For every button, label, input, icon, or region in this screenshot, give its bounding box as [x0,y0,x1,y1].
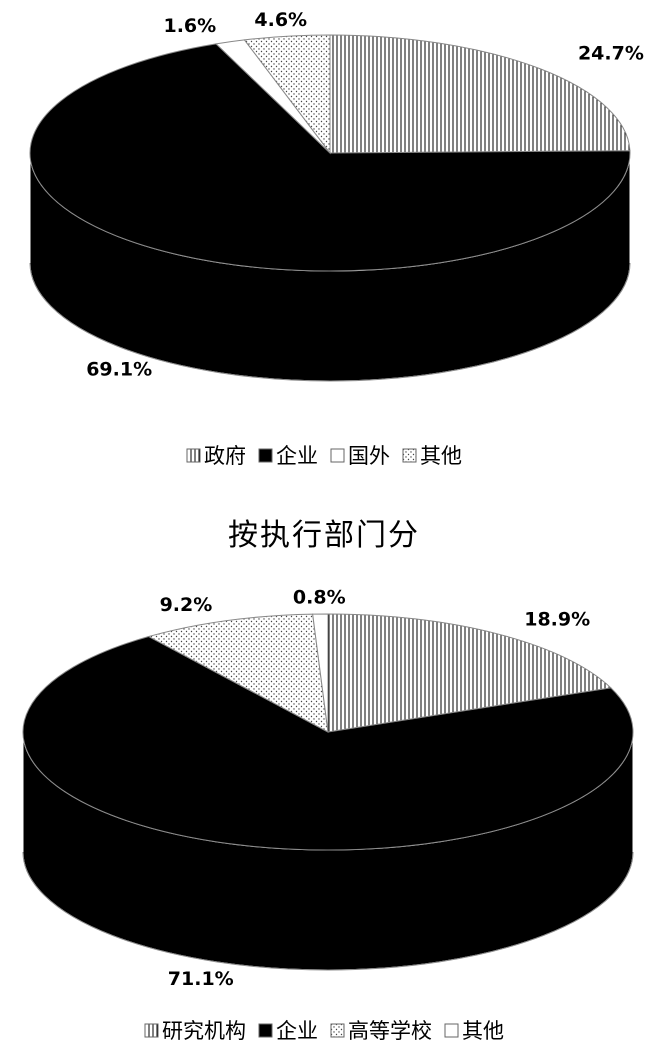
legend-item-1: 研究机构 [144,1015,246,1045]
pie-slice-2 [22,636,634,851]
data-label-3: 9.2% [160,594,213,616]
pie-slice-3 [147,613,329,733]
data-label-1: 24.7% [578,43,644,65]
legend-label-4: 其他 [420,444,462,468]
legend-item-3: 国外 [330,440,390,470]
legend-item-3: 高等学校 [330,1015,432,1045]
legend-swatch-4 [402,448,417,462]
data-label-2: 69.1% [86,359,152,381]
chart-1-legend: 政府 企业 国外 其他 [0,440,648,470]
pie-chart-by-performing-sector: 按执行部门分 18.9% 71.1% 9.2% 0.8% 研究机构 企业 高等学校 其他 [0,510,648,1062]
pie-chart-by-funding-source: 24.7% 69.1% 1.6% 4.6% 政府 企业 国外 其他 [0,0,648,500]
legend-label-4: 其他 [462,1019,504,1043]
pie-slice-4 [243,34,331,155]
chart-2-title: 按执行部门分 [228,518,420,553]
data-label-4: 0.8% [293,587,346,609]
legend-swatch-2 [258,1023,273,1037]
legend-item-4: 其他 [444,1015,504,1045]
pie-slice-1 [329,34,631,154]
legend-item-1: 政府 [186,440,246,470]
legend-swatch-3 [330,1023,345,1037]
data-label-2: 71.1% [168,968,234,990]
legend-label-2: 企业 [276,1019,318,1043]
pie-slice-1 [327,613,612,733]
legend-swatch-4 [444,1023,459,1037]
legend-swatch-2 [258,448,273,462]
data-label-1: 18.9% [524,609,590,631]
legend-item-4: 其他 [402,440,462,470]
legend-swatch-1 [186,448,201,462]
legend-label-2: 企业 [276,444,318,468]
legend-item-2: 企业 [258,440,318,470]
legend-label-3: 高等学校 [348,1019,432,1043]
data-label-3: 1.6% [163,15,216,37]
pie-slice-2 [29,43,631,272]
legend-swatch-1 [144,1023,159,1037]
pie-chart-2-plot: 18.9% 71.1% 9.2% 0.8% [22,587,634,990]
legend-label-1: 政府 [204,444,246,468]
legend-item-2: 企业 [258,1015,318,1045]
chart-2-legend: 研究机构 企业 高等学校 其他 [0,1015,648,1045]
pie-bottom-rim [22,851,634,971]
pie-slice-4 [312,613,329,733]
legend-label-3: 国外 [348,444,390,468]
pie-chart-1-plot: 24.7% 69.1% 1.6% 4.6% [29,9,644,382]
legend-label-1: 研究机构 [162,1019,246,1043]
pie-bottom-rim [29,262,631,382]
legend-swatch-3 [330,448,345,462]
data-label-4: 4.6% [254,9,307,31]
